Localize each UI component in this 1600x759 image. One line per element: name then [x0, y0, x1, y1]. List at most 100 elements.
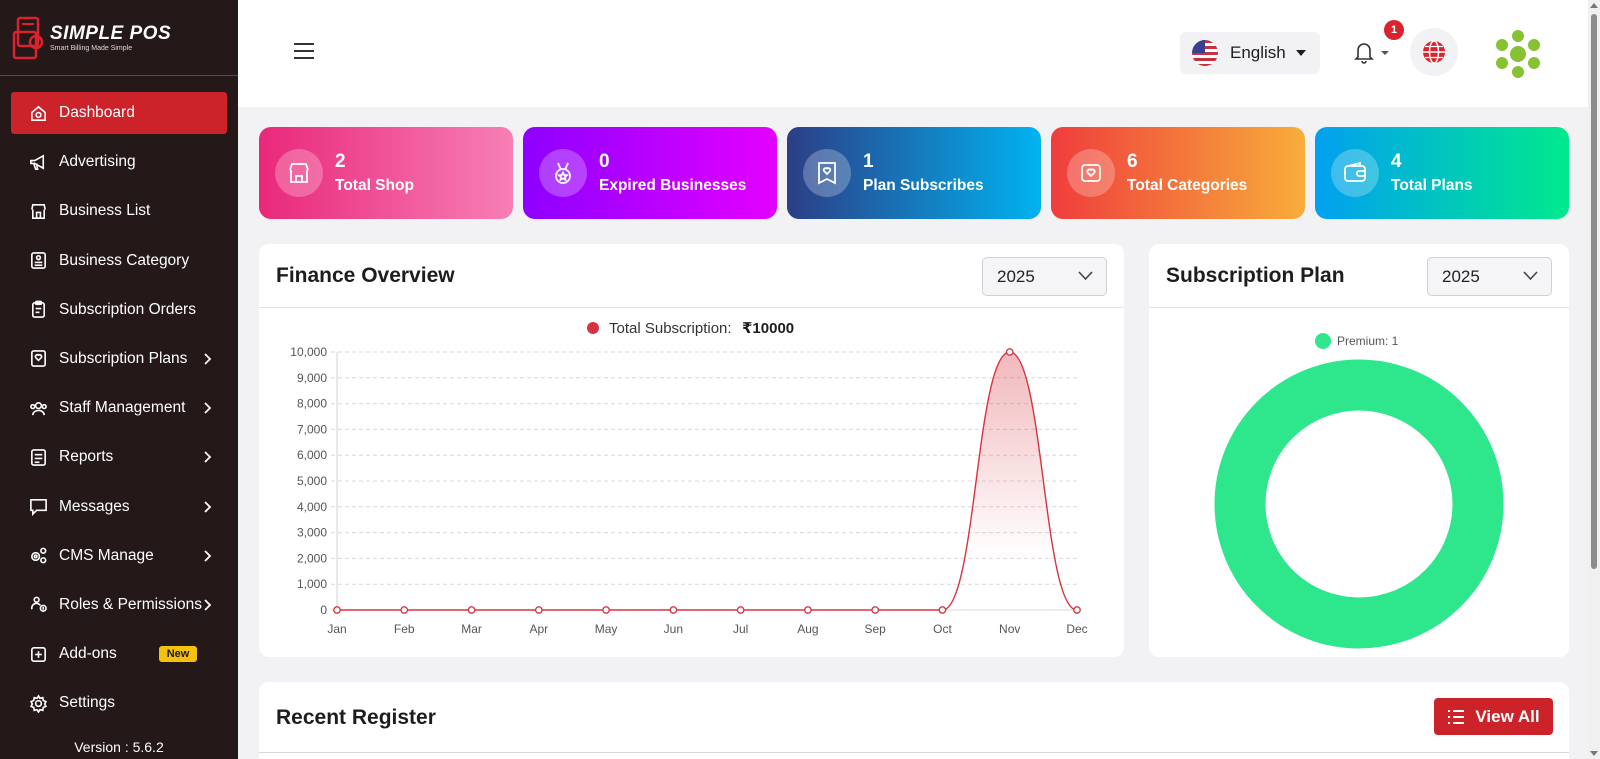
panel-title: Recent Register	[276, 706, 436, 729]
y-tick-label: 0	[320, 603, 327, 617]
sidebar-item-add-ons[interactable]: Add-ons New	[11, 633, 227, 675]
sidebar: SIMPLE POS Smart Billing Made Simple Das…	[0, 0, 238, 759]
subscription-year-select[interactable]: 2025	[1427, 257, 1552, 296]
select-value: 2025	[997, 266, 1035, 286]
sidebar-item-messages[interactable]: Messages	[11, 486, 227, 528]
x-tick-label: Aug	[797, 622, 818, 636]
wallet-icon	[1331, 149, 1379, 197]
data-point[interactable]	[1005, 348, 1014, 356]
stat-card-total-plans[interactable]: 4 Total Plans	[1315, 127, 1569, 219]
avatar[interactable]	[1492, 28, 1544, 80]
brand-name: SIMPLE POS	[50, 22, 172, 44]
chart-legend[interactable]: Total Subscription: ₹10000	[587, 320, 794, 337]
sidebar-item-label: Roles & Permissions	[59, 595, 202, 613]
y-tick-label: 10,000	[290, 345, 327, 359]
sidebar-item-cms-manage[interactable]: CMS Manage	[11, 535, 227, 577]
view-all-button[interactable]: View All	[1434, 698, 1553, 735]
brand-logo[interactable]: SIMPLE POS Smart Billing Made Simple	[0, 0, 238, 76]
data-point[interactable]	[333, 606, 341, 614]
chevron-right-icon	[203, 598, 213, 612]
scrollbar-thumb[interactable]	[1591, 14, 1597, 569]
sidebar-item-dashboard[interactable]: Dashboard	[11, 92, 227, 134]
globe-icon[interactable]	[1410, 28, 1458, 76]
store-icon	[28, 201, 48, 221]
y-tick-label: 5,000	[297, 474, 327, 488]
page-scrollbar[interactable]	[1588, 0, 1600, 759]
notification-bell-icon[interactable]	[1353, 40, 1389, 68]
scroll-down-arrow-icon[interactable]	[1590, 751, 1598, 756]
sidebar-item-label: Advertising	[59, 153, 136, 171]
sidebar-nav: Dashboard Advertising Business List Busi…	[0, 76, 238, 724]
x-tick-label: Jan	[327, 622, 346, 636]
sidebar-item-roles-permissions[interactable]: Roles & Permissions	[11, 584, 227, 626]
y-tick-label: 2,000	[297, 551, 327, 565]
chevron-right-icon	[203, 500, 213, 514]
stat-value: 2	[335, 151, 346, 172]
notification-count-badge: 1	[1384, 20, 1404, 40]
x-tick-label: Nov	[999, 622, 1020, 636]
chevron-down-icon	[1078, 271, 1093, 281]
finance-year-select[interactable]: 2025	[982, 257, 1107, 296]
recent-register-panel: Recent Register View All	[259, 682, 1569, 759]
sidebar-item-label: CMS Manage	[59, 546, 154, 564]
data-point[interactable]	[1073, 606, 1081, 614]
panel-title: Finance Overview	[276, 264, 455, 287]
scroll-up-arrow-icon[interactable]	[1590, 3, 1598, 8]
data-point[interactable]	[467, 606, 476, 614]
message-icon	[28, 497, 48, 517]
sidebar-item-reports[interactable]: Reports	[11, 436, 227, 478]
series-line	[337, 351, 1078, 611]
data-point[interactable]	[938, 606, 947, 614]
brand-tagline: Smart Billing Made Simple	[50, 44, 133, 52]
data-point[interactable]	[871, 606, 880, 614]
language-selector[interactable]: English	[1180, 32, 1320, 74]
select-value: 2025	[1442, 266, 1480, 286]
sidebar-item-label: Subscription Plans	[59, 349, 188, 367]
stat-value: 0	[599, 151, 610, 172]
clipboard-icon	[28, 300, 48, 320]
sidebar-item-business-list[interactable]: Business List	[11, 190, 227, 232]
stat-card-expired-businesses[interactable]: 0 Expired Businesses	[523, 127, 777, 219]
sidebar-item-label: Dashboard	[59, 104, 135, 121]
finance-overview-panel: Finance Overview 2025 Total Subscription…	[259, 244, 1124, 657]
x-tick-label: May	[595, 622, 618, 636]
data-point[interactable]	[736, 606, 745, 614]
panel-title: Subscription Plan	[1166, 264, 1345, 287]
stat-card-total-categories[interactable]: 6 Total Categories	[1051, 127, 1305, 219]
data-point[interactable]	[534, 606, 543, 614]
x-tick-label: Apr	[529, 622, 548, 636]
badge-icon	[803, 149, 851, 197]
data-point[interactable]	[804, 606, 812, 614]
sidebar-item-subscription-orders[interactable]: Subscription Orders	[11, 289, 227, 331]
sidebar-item-subscription-plans[interactable]: Subscription Plans	[11, 338, 227, 380]
menu-toggle-icon[interactable]	[294, 43, 314, 59]
language-label: English	[1230, 43, 1286, 62]
data-point[interactable]	[400, 606, 409, 614]
sidebar-item-business-category[interactable]: Business Category	[11, 240, 227, 282]
sidebar-item-label: Settings	[59, 694, 116, 712]
gears-icon	[28, 546, 48, 566]
chevron-right-icon	[203, 450, 213, 464]
chart-legend[interactable]: Premium: 1	[1315, 333, 1399, 349]
donut-slice-premium[interactable]	[1214, 359, 1504, 649]
sidebar-item-settings[interactable]: Settings	[11, 682, 227, 724]
data-point[interactable]	[669, 606, 678, 614]
gear-icon	[28, 693, 48, 713]
x-tick-label: Mar	[461, 622, 482, 636]
sidebar-item-advertising[interactable]: Advertising	[11, 141, 227, 183]
stat-card-plan-subscribes[interactable]: 1 Plan Subscribes	[787, 127, 1041, 219]
data-point[interactable]	[602, 606, 610, 614]
y-tick-label: 6,000	[297, 448, 327, 462]
x-tick-label: Dec	[1066, 622, 1087, 636]
stat-card-total-shop[interactable]: 2 Total Shop	[259, 127, 513, 219]
sidebar-item-staff-management[interactable]: Staff Management	[11, 387, 227, 429]
y-tick-label: 8,000	[297, 397, 327, 411]
sidebar-item-label: Messages	[59, 497, 130, 515]
finance-chart: Total Subscription: ₹10000 10,000 9,000 8,…	[290, 320, 1087, 636]
megaphone-icon	[28, 152, 48, 172]
x-tick-label: Oct	[933, 622, 952, 636]
y-tick-label: 7,000	[297, 422, 327, 436]
chevron-right-icon	[203, 549, 213, 563]
y-tick-label: 3,000	[297, 526, 327, 540]
users-icon	[28, 398, 48, 418]
